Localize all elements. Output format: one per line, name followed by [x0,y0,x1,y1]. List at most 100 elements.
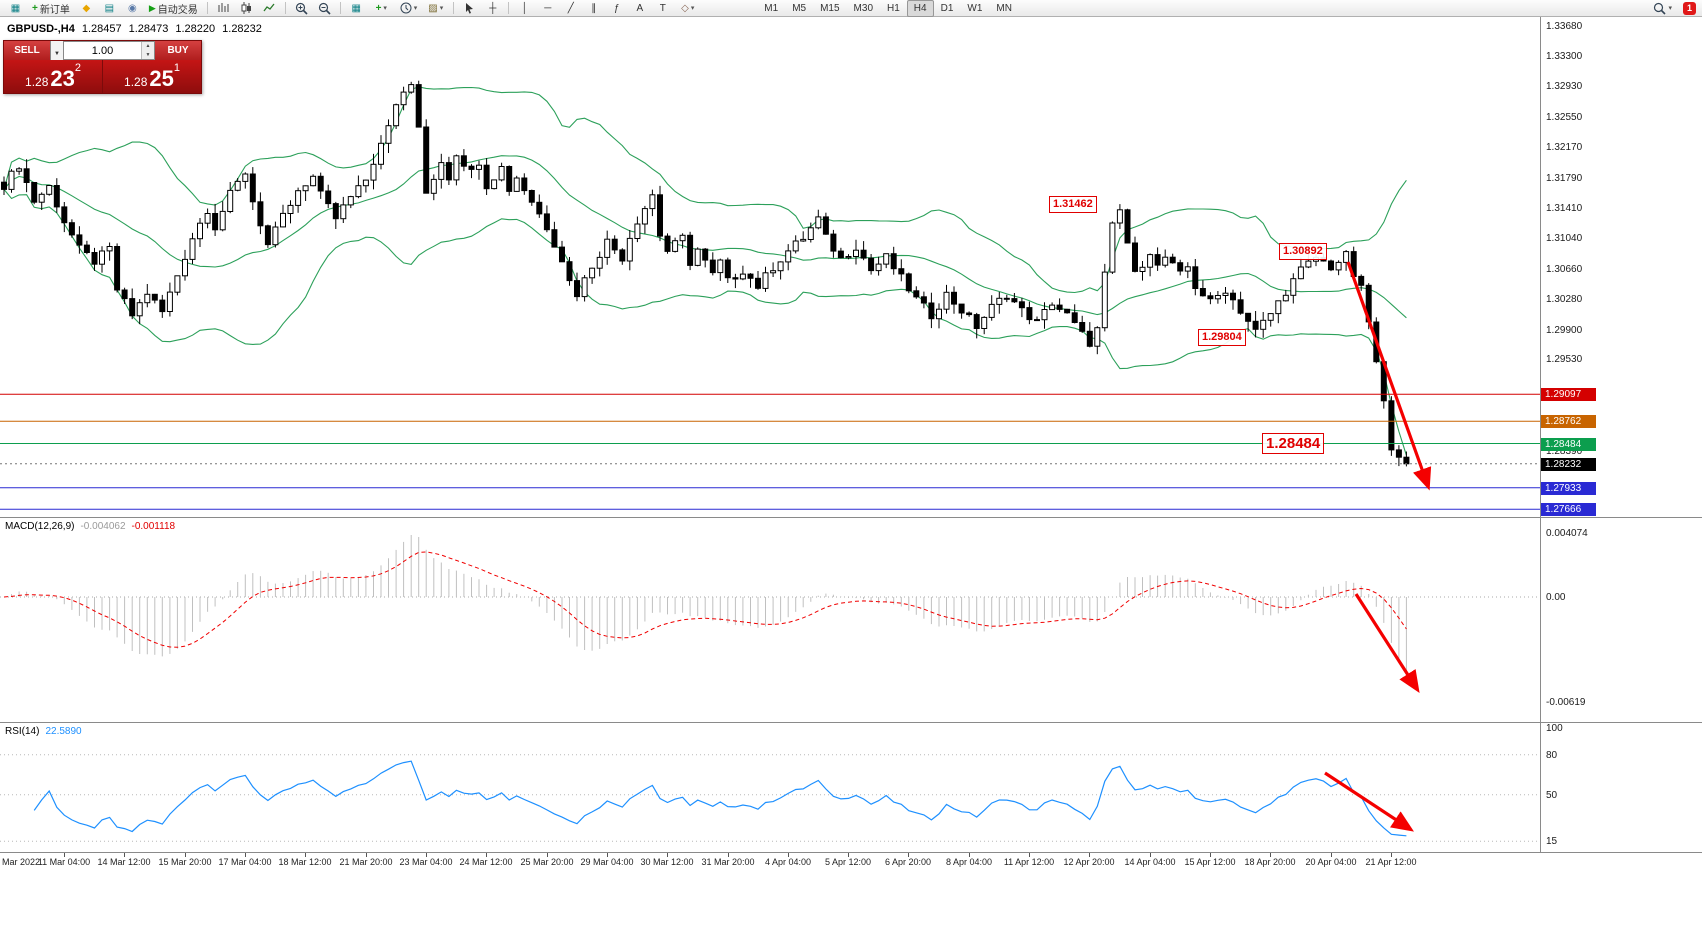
price-tag: 1.28232 [1541,458,1596,471]
clock-icon [400,2,412,14]
time-axis[interactable]: Mar 2022 11 Mar 04:00 14 Mar 12:00 15 Mar 2… [0,853,1702,871]
close-value: 1.28232 [222,23,262,35]
time-axis-tick [969,853,970,857]
volume-box: ▲ ▼ [63,41,155,60]
vertical-line-tool-icon[interactable]: │ [521,2,528,14]
templates-button[interactable]: ▨ ▾ [422,0,449,17]
volume-input[interactable] [64,42,141,59]
bar-chart-type-icon[interactable] [212,0,235,17]
time-axis-label: 18 Mar 12:00 [278,857,332,867]
price-axis-label: 1.33680 [1546,21,1583,32]
candlestick-chart-type-icon[interactable] [235,0,258,17]
time-axis-label: 15 Apr 12:00 [1184,857,1236,867]
new-order-button[interactable]: + 新订单 [27,0,75,17]
time-axis-tick [1331,853,1332,857]
text-tool-icon[interactable]: A [636,2,644,14]
time-axis-tick [1029,853,1030,857]
rsi-indicator-panel[interactable] [0,722,1540,852]
macd-scale-label: -0.00619 [1546,697,1586,708]
main-price-chart[interactable] [0,0,1540,517]
time-axis-label: 4 Apr 04:00 [764,857,812,867]
channel-tool-icon[interactable]: ∥ [591,2,597,14]
time-axis-label: Mar 2022 [2,857,41,867]
time-axis-label: 11 Apr 12:00 [1003,857,1055,867]
mql5-icon[interactable]: ◆ [82,2,91,14]
timeframe-m30[interactable]: M30 [853,2,873,14]
ask-price[interactable]: 1.28 25 1 [103,60,201,93]
rsi-scale-label: 80 [1546,750,1558,761]
quote-prices-row: 1.28 23 2 1.28 25 1 [4,60,201,93]
signals-icon[interactable]: ◉ [127,2,137,14]
crosshair-icon[interactable]: ┼ [489,2,497,14]
timeframe-h4[interactable]: H4 [906,0,934,17]
time-axis-tick [426,853,427,857]
search-icon [1654,2,1667,15]
bid-small-digits: 1.28 [25,75,49,89]
macd-indicator-panel[interactable] [0,517,1540,722]
horizontal-line-tool-icon[interactable]: ─ [544,2,552,14]
timeframe-w1[interactable]: W1 [967,2,983,14]
timeframe-d1[interactable]: D1 [940,2,954,14]
macd-signal-value: -0.001118 [131,521,176,532]
timeframe-m15[interactable]: M15 [820,2,840,14]
time-axis-tick [667,853,668,857]
trendline-tool-icon[interactable]: ╱ [567,2,574,14]
autotrading-button[interactable]: ▶ 自动交易 [144,0,203,17]
text-label-tool-icon[interactable]: T [659,2,666,14]
time-axis-tick [788,853,789,857]
zoom-in-icon[interactable] [290,0,313,17]
timeframe-m1[interactable]: M1 [764,2,779,14]
line-chart-type-icon[interactable] [258,0,281,17]
charts-profile-icon[interactable]: ▤ [104,2,115,14]
volume-dropdown-button[interactable]: ▼ [50,41,63,60]
arrows-tool-button[interactable]: ◇ ▾ [674,0,701,17]
search-button[interactable]: ▾ [1648,0,1677,17]
time-axis-tick [1210,853,1211,857]
panel-separator[interactable] [0,517,1702,518]
template-icon: ▨ [428,2,438,14]
timeframe-m5[interactable]: M5 [792,2,807,14]
indicator-plus-icon: + [375,2,382,14]
time-axis-tick [848,853,849,857]
chart-window-icon[interactable]: ▦ [10,2,21,14]
caret-down-icon: ▾ [383,5,387,12]
time-axis-label: 11 Mar 04:00 [37,857,91,867]
timeframe-mn[interactable]: MN [996,2,1012,14]
bid-price[interactable]: 1.28 23 2 [4,60,103,93]
price-tag: 1.28762 [1541,415,1596,428]
open-value: 1.28457 [81,23,122,35]
fibonacci-tool-icon[interactable]: ƒ [614,2,620,14]
periods-button[interactable]: ▾ [395,0,423,17]
cursor-icon[interactable] [458,0,481,17]
time-axis-tick [64,853,65,857]
time-axis-label: 6 Apr 20:00 [884,857,932,867]
time-axis-tick [486,853,487,857]
bid-pipette-digit: 2 [74,62,81,74]
new-order-label: 新订单 [39,4,70,16]
timeframe-h1[interactable]: H1 [887,2,900,14]
macd-name: MACD(12,26,9) [5,521,75,532]
sell-button[interactable]: SELL [4,41,50,60]
price-axis-label: 1.33300 [1546,51,1583,62]
ask-pipette-digit: 1 [173,62,180,74]
indicators-button[interactable]: + ▾ [368,0,395,17]
notification-badge[interactable]: 1 [1683,1,1696,15]
symbol-period-label: GBPUSD-,H4 [7,23,75,35]
time-axis-tick [245,853,246,857]
timeframe-toolbar: M1 M5 M15 M30 H1 H4 D1 W1 MN [757,0,1019,17]
volume-spinner: ▲ ▼ [141,42,154,59]
time-axis-label: 20 Apr 04:00 [1305,857,1357,867]
zoom-out-icon[interactable] [313,0,336,17]
rsi-name: RSI(14) [5,726,40,737]
buy-button[interactable]: BUY [155,41,201,60]
time-axis-tick [366,853,367,857]
price-scale-border [1540,17,1541,852]
price-axis-label: 1.31790 [1546,173,1583,184]
play-icon: ▶ [148,2,156,13]
volume-decrease-icon[interactable]: ▼ [142,50,154,59]
panel-separator[interactable] [0,722,1702,723]
tile-windows-icon[interactable]: ▦ [351,2,361,14]
volume-increase-icon[interactable]: ▲ [142,42,154,51]
price-axis-label: 1.30660 [1546,264,1583,275]
